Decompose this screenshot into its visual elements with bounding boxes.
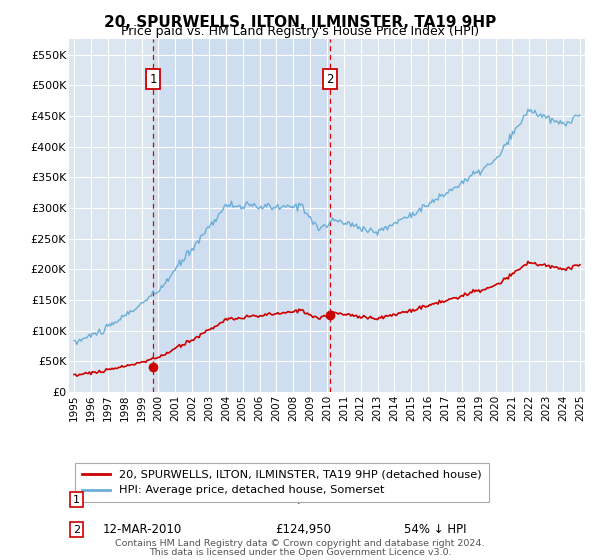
Text: 2: 2 — [73, 525, 80, 535]
Text: Price paid vs. HM Land Registry's House Price Index (HPI): Price paid vs. HM Land Registry's House … — [121, 25, 479, 38]
Text: 66% ↓ HPI: 66% ↓ HPI — [404, 493, 467, 506]
Text: £124,950: £124,950 — [275, 523, 331, 536]
Text: 1: 1 — [149, 73, 157, 86]
Text: 1: 1 — [73, 494, 80, 505]
Text: 20, SPURWELLS, ILTON, ILMINSTER, TA19 9HP: 20, SPURWELLS, ILTON, ILMINSTER, TA19 9H… — [104, 15, 496, 30]
Text: This data is licensed under the Open Government Licence v3.0.: This data is licensed under the Open Gov… — [149, 548, 451, 557]
Text: 2: 2 — [326, 73, 334, 86]
Text: 10-SEP-1999: 10-SEP-1999 — [103, 493, 178, 506]
Text: Contains HM Land Registry data © Crown copyright and database right 2024.: Contains HM Land Registry data © Crown c… — [115, 539, 485, 548]
Legend: 20, SPURWELLS, ILTON, ILMINSTER, TA19 9HP (detached house), HPI: Average price, : 20, SPURWELLS, ILTON, ILMINSTER, TA19 9H… — [74, 463, 488, 502]
Bar — [154, 39, 331, 392]
Text: 54% ↓ HPI: 54% ↓ HPI — [404, 523, 467, 536]
Text: £40,000: £40,000 — [275, 493, 323, 506]
Text: 12-MAR-2010: 12-MAR-2010 — [103, 523, 182, 536]
